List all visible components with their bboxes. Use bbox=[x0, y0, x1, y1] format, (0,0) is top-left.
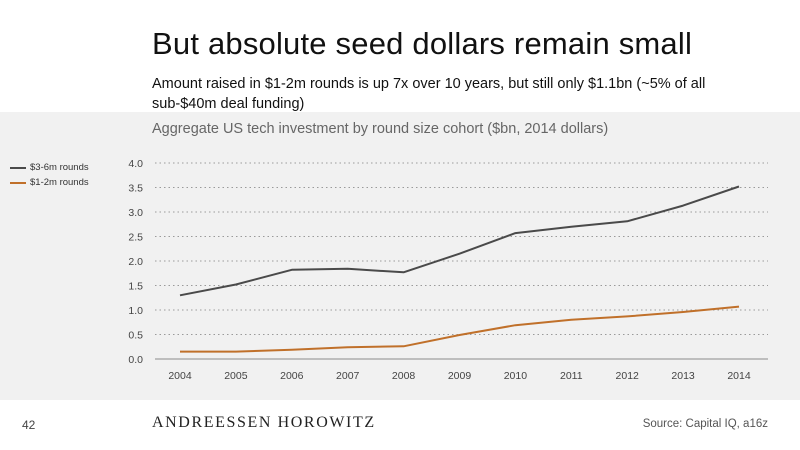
y-tick-label: 1.5 bbox=[128, 281, 143, 293]
y-tick-label: 2.0 bbox=[128, 256, 143, 268]
chart-panel bbox=[0, 112, 800, 400]
slide-subtitle: Amount raised in $1-2m rounds is up 7x o… bbox=[152, 76, 706, 112]
x-tick-label: 2007 bbox=[336, 370, 360, 382]
y-tick-label: 2.5 bbox=[128, 232, 143, 244]
x-tick-label: 2008 bbox=[392, 370, 416, 382]
legend-item-series-1: $1-2m rounds bbox=[10, 175, 89, 190]
y-tick-label: 0.5 bbox=[128, 330, 143, 342]
chart-title: Aggregate US tech investment by round si… bbox=[152, 121, 609, 137]
legend-swatch-series-0 bbox=[10, 166, 26, 169]
legend-item-series-0: $3-6m rounds bbox=[10, 160, 89, 175]
x-tick-label: 2010 bbox=[504, 370, 528, 382]
chart-legend: $3-6m rounds $1-2m rounds bbox=[10, 160, 89, 190]
x-tick-label: 2005 bbox=[224, 370, 248, 382]
x-tick-label: 2013 bbox=[671, 370, 695, 382]
series-line-1 bbox=[180, 305, 740, 353]
y-tick-label: 3.5 bbox=[128, 183, 143, 195]
legend-swatch-series-1 bbox=[10, 181, 26, 184]
slide-title: But absolute seed dollars remain small bbox=[152, 26, 693, 61]
page-number: 42 bbox=[22, 418, 36, 432]
y-tick-label: 1.0 bbox=[128, 305, 143, 317]
x-tick-label: 2009 bbox=[448, 370, 472, 382]
series-line-0 bbox=[179, 185, 740, 297]
y-tick-label: 4.0 bbox=[128, 158, 143, 170]
x-tick-label: 2014 bbox=[727, 370, 751, 382]
x-tick-label: 2006 bbox=[280, 370, 304, 382]
y-tick-label: 3.0 bbox=[128, 207, 143, 219]
legend-label-series-1: $1-2m rounds bbox=[30, 177, 89, 188]
company-logo: ANDREESSEN HOROWITZ bbox=[152, 414, 376, 431]
y-tick-label: 0.0 bbox=[128, 354, 143, 366]
x-tick-label: 2004 bbox=[168, 370, 192, 382]
legend-label-series-0: $3-6m rounds bbox=[30, 162, 89, 173]
source-note: Source: Capital IQ, a16z bbox=[642, 418, 768, 430]
x-tick-label: 2012 bbox=[616, 370, 640, 382]
x-tick-label: 2011 bbox=[560, 370, 583, 382]
